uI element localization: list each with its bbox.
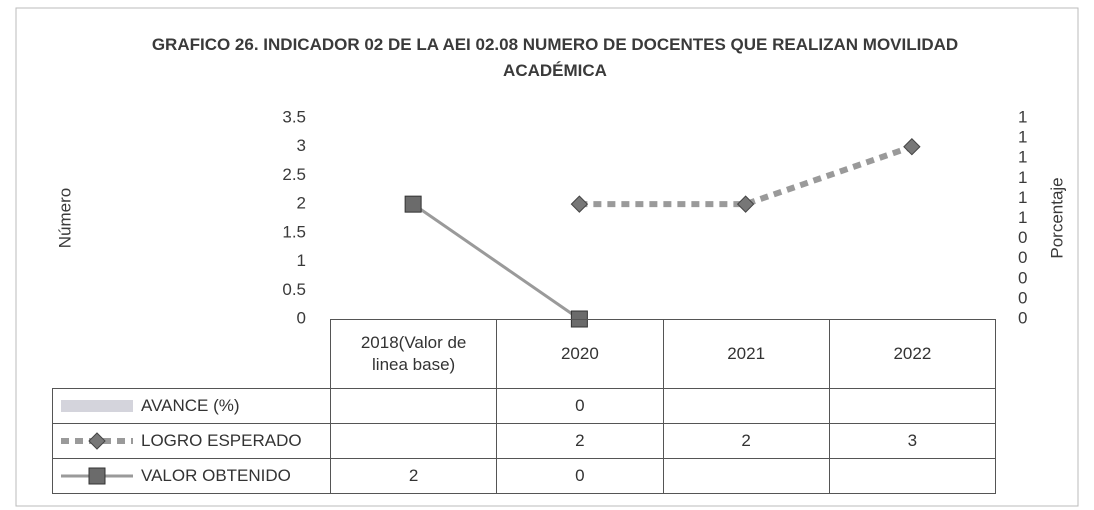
legend-swatch: [61, 467, 133, 485]
category-header: 2020: [496, 319, 664, 389]
y-tick-label: 1: [297, 251, 306, 270]
y2-tick-label: 1: [1018, 148, 1027, 167]
category-header: 2022: [828, 319, 996, 389]
y2-axis-label: Porcentaje: [1047, 177, 1066, 258]
y2-tick-label: 0: [1018, 268, 1027, 287]
y-tick-label: 3.5: [282, 107, 306, 126]
category-header: 2018(Valor de linea base): [330, 319, 498, 389]
table-cell: [662, 388, 830, 424]
y-tick-label: 0: [297, 308, 306, 327]
y-tick-label: 3: [297, 136, 306, 155]
table-cell: 2: [330, 458, 498, 494]
table-cell: 2: [662, 423, 830, 459]
y-tick-label: 1.5: [282, 222, 306, 241]
y-axis-label: Número: [55, 188, 74, 248]
legend-label: VALOR OBTENIDO: [141, 466, 291, 485]
legend-swatch: [61, 400, 133, 412]
table-cell: [330, 388, 498, 424]
table-cell: 0: [496, 388, 664, 424]
y-tick-label: 2.5: [282, 165, 306, 184]
table-cell: [662, 458, 830, 494]
table-cell: [828, 458, 996, 494]
table-cell: [330, 423, 498, 459]
y2-tick-label: 1: [1018, 208, 1027, 227]
legend-label: AVANCE (%): [141, 396, 240, 415]
legend-label: LOGRO ESPERADO: [141, 431, 302, 450]
legend-entry: VALOR OBTENIDO: [52, 458, 331, 494]
y-tick-label: 2: [297, 194, 306, 213]
y2-tick-label: 0: [1018, 308, 1027, 327]
y2-tick-label: 1: [1018, 128, 1027, 147]
legend-entry: LOGRO ESPERADO: [52, 423, 331, 459]
table-cell: 2: [496, 423, 664, 459]
y-tick-label: 0.5: [282, 280, 306, 299]
chart-frame: [15, 7, 1079, 507]
legend-entry: AVANCE (%): [52, 388, 331, 424]
table-cell: 0: [496, 458, 664, 494]
legend-bar: [61, 400, 133, 412]
category-header: 2021: [662, 319, 830, 389]
diamond-marker: [903, 138, 921, 156]
chart-title: GRAFICO 26. INDICADOR 02 DE LA AEI 02.08…: [151, 35, 959, 80]
y2-tick-label: 0: [1018, 248, 1027, 267]
y2-tick-label: 0: [1018, 288, 1027, 307]
y2-tick-label: 0: [1018, 228, 1027, 247]
y2-tick-label: 1: [1018, 168, 1027, 187]
y2-tick-label: 1: [1018, 107, 1027, 126]
table-cell: 3: [828, 423, 996, 459]
square-marker: [404, 195, 422, 213]
diamond-marker: [570, 195, 589, 213]
series-line: [412, 202, 581, 321]
table-cell: [828, 388, 996, 424]
y2-tick-label: 1: [1018, 188, 1027, 207]
series-line: [579, 143, 913, 208]
diamond-marker: [736, 195, 755, 213]
legend-marker: [88, 432, 106, 450]
legend-swatch: [61, 432, 133, 450]
legend-marker: [88, 467, 106, 485]
